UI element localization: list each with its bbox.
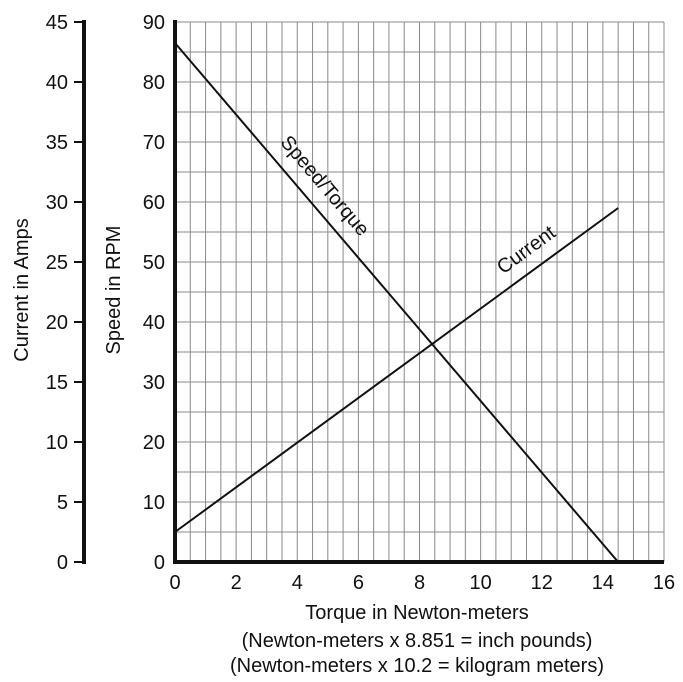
x-tick-label: 16 [653, 572, 675, 594]
outer-y-tick-label: 25 [46, 252, 68, 274]
tick-labels: 0 5 10 15 20 25 30 35 40 45 0 10 20 30 40 50 60 70 80 90 0 2 4… [46, 12, 675, 594]
inner-y-tick-label: 70 [143, 132, 165, 154]
grid [175, 21, 665, 562]
outer-y-axis-title: Current in Amps [11, 218, 33, 361]
inner-y-tick-label: 10 [143, 492, 165, 514]
x-tick-label: 6 [353, 572, 364, 594]
inner-y-tick-label: 60 [143, 192, 165, 214]
inner-y-tick-label: 80 [143, 72, 165, 94]
x-tick-label: 2 [231, 572, 242, 594]
inner-y-tick-label: 50 [143, 252, 165, 274]
outer-y-tick-label: 5 [57, 492, 68, 514]
x-tick-label: 4 [292, 572, 303, 594]
x-axis-note-kilogram-meters: (Newton-meters x 10.2 = kilogram meters) [230, 655, 604, 677]
inner-y-tick-label: 90 [143, 12, 165, 34]
outer-y-tick-label: 40 [46, 72, 68, 94]
x-tick-label: 12 [531, 572, 553, 594]
x-tick-label: 14 [592, 572, 614, 594]
x-tick-label: 10 [470, 572, 492, 594]
outer-y-tick-label: 30 [46, 192, 68, 214]
x-axis-title: Torque in Newton-meters [305, 602, 528, 624]
outer-y-tick-label: 15 [46, 372, 68, 394]
outer-y-tick-label: 0 [57, 552, 68, 574]
inner-y-tick-label: 40 [143, 312, 165, 334]
outer-y-tick-label: 10 [46, 432, 68, 454]
outer-y-tick-label: 20 [46, 312, 68, 334]
series-line-speed-torque [174, 42, 619, 563]
inner-y-tick-label: 30 [143, 372, 165, 394]
inner-y-tick-label: 20 [143, 432, 165, 454]
outer-y-tick-label: 35 [46, 132, 68, 154]
axes [74, 20, 664, 564]
x-tick-label: 8 [414, 572, 425, 594]
x-axis-note-inch-pounds: (Newton-meters x 8.851 = inch pounds) [242, 630, 593, 652]
x-tick-label: 0 [169, 572, 180, 594]
inner-y-tick-label: 0 [154, 552, 165, 574]
inner-y-axis-title: Speed in RPM [103, 226, 125, 355]
outer-y-tick-label: 45 [46, 12, 68, 34]
series-line-current [174, 207, 619, 533]
